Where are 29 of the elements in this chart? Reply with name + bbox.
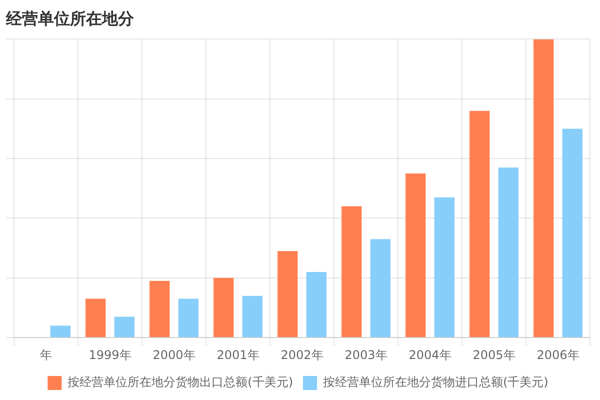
bar — [178, 298, 198, 338]
x-tick-label: 1999年 — [88, 348, 132, 362]
bar — [370, 239, 390, 338]
bar — [50, 326, 70, 338]
bar — [434, 197, 454, 338]
x-tick-label: 2004年 — [408, 348, 452, 362]
bar — [306, 272, 326, 338]
bar — [242, 296, 262, 338]
bar — [86, 298, 106, 338]
bar — [214, 278, 234, 338]
bar — [534, 39, 554, 338]
bar — [114, 316, 134, 338]
bar — [150, 280, 170, 338]
bar — [498, 168, 518, 338]
bar — [342, 206, 362, 338]
x-tick-label: 2000年 — [152, 348, 196, 362]
legend-label: 按经营单位所在地分货物出口总额(千美元) — [68, 375, 294, 390]
x-tick-label: 2003年 — [344, 348, 388, 362]
x-tick-label: 2005年 — [472, 348, 516, 362]
legend-label: 按经营单位所在地分货物进口总额(千美元) — [323, 375, 548, 390]
bar — [406, 173, 426, 338]
x-tick-label: 2001年 — [216, 348, 260, 362]
bar — [278, 251, 298, 338]
x-tick-label: 2002年 — [280, 348, 324, 362]
x-tick-label: 年 — [40, 348, 52, 362]
bar — [562, 128, 582, 338]
chart-title: 经营单位所在地分 — [5, 8, 135, 28]
bar — [470, 110, 490, 338]
x-tick-label: 2006年 — [536, 348, 580, 362]
